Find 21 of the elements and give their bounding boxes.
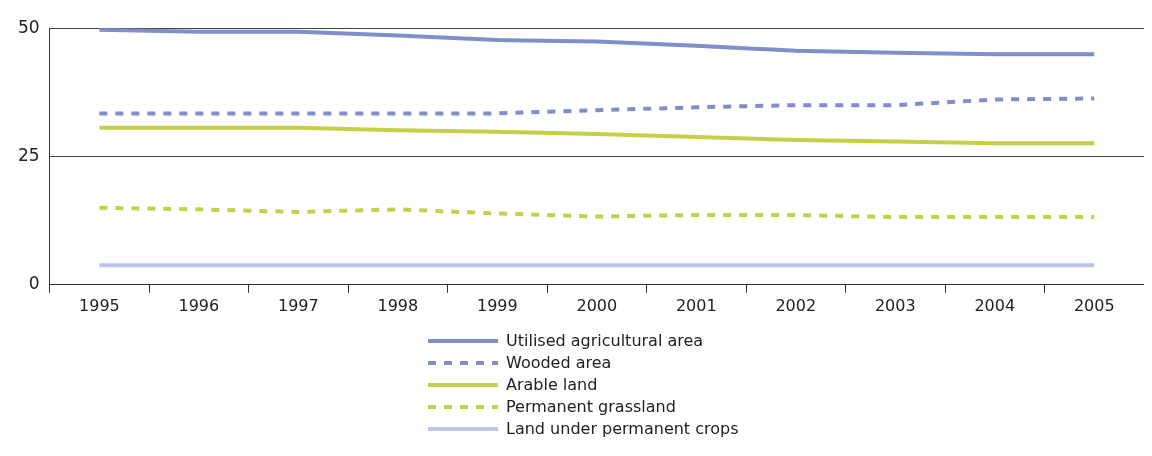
x-tick-label: 2001 bbox=[675, 295, 717, 315]
legend-label: Arable land bbox=[506, 375, 598, 394]
y-tick-label: 50 bbox=[17, 16, 40, 37]
x-tick-label: 2000 bbox=[576, 295, 618, 315]
legend-label: Land under permanent crops bbox=[506, 419, 739, 438]
x-tick-label: 1996 bbox=[178, 295, 220, 315]
y-tick-label: 0 bbox=[28, 273, 40, 294]
x-tick-label: 2005 bbox=[1073, 295, 1115, 315]
line-series bbox=[97, 96, 1097, 116]
legend-label: Permanent grassland bbox=[506, 397, 676, 416]
x-tick-label: 1995 bbox=[79, 295, 120, 315]
y-tick-label: 25 bbox=[17, 144, 40, 165]
x-tick-label: 2002 bbox=[775, 295, 817, 315]
x-tick-label: 2003 bbox=[874, 295, 916, 315]
x-tick-label: 2004 bbox=[974, 295, 1016, 315]
legend-label: Utilised agricultural area bbox=[506, 331, 704, 350]
line-series bbox=[97, 205, 1097, 220]
x-tick-label: 1999 bbox=[476, 295, 518, 315]
x-tick-label: 1997 bbox=[277, 295, 319, 315]
x-tick-label: 1998 bbox=[377, 295, 419, 315]
legend-label: Wooded area bbox=[506, 353, 612, 372]
